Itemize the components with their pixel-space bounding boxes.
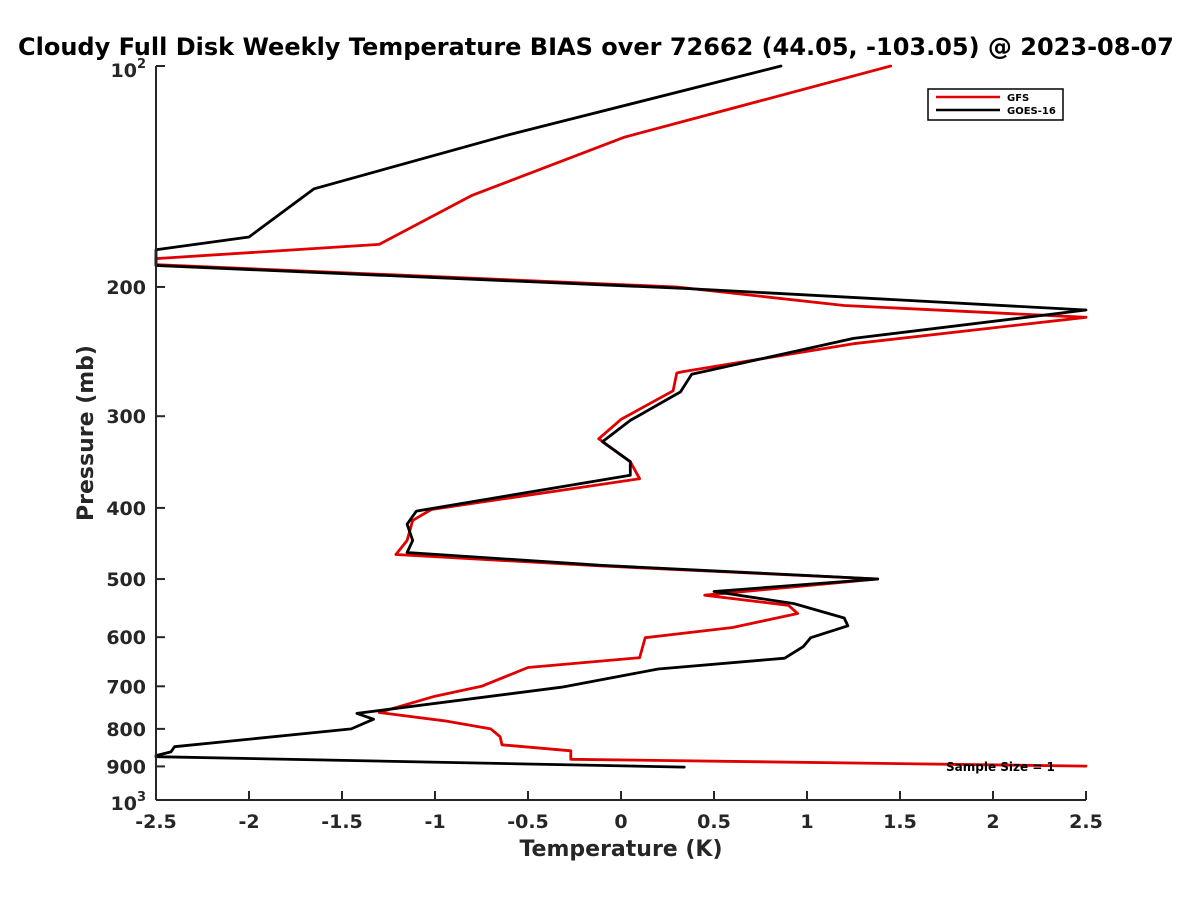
y-tick-top-exp: 2 <box>137 57 146 72</box>
y-tick-top-base: 10 <box>111 60 137 82</box>
y-tick-label: 500 <box>106 569 146 591</box>
x-tick-label: 0.5 <box>697 811 731 833</box>
y-tick-label: 300 <box>106 406 146 428</box>
y-tick-label: 400 <box>106 498 146 520</box>
y-tick-label: 700 <box>106 676 146 698</box>
x-tick-label: -1.5 <box>321 811 363 833</box>
y-axis-label: Pressure (mb) <box>74 345 99 521</box>
x-axis-ticks: -2.5 -2 -1.5 -1 -0.5 0 0.5 1 1.5 2 2.5 <box>135 791 1103 833</box>
x-tick-label: 0 <box>614 811 627 833</box>
y-tick-label: 600 <box>106 627 146 649</box>
x-tick-label: 2 <box>986 811 999 833</box>
legend-box <box>927 88 1064 121</box>
x-tick-label: -1 <box>424 811 445 833</box>
x-tick-label: -2 <box>238 811 259 833</box>
y-tick-label-bottom: 103 <box>111 790 147 815</box>
y-axis-ticks: 200 300 400 500 600 700 800 900 <box>106 65 165 801</box>
series-line-goes-16 <box>154 64 1088 769</box>
legend-label-goes16: GOES-16 <box>1007 106 1056 117</box>
y-tick-label: 900 <box>106 756 146 778</box>
x-tick-label: 2.5 <box>1069 811 1103 833</box>
x-tick-label: -2.5 <box>135 811 177 833</box>
sample-size-annotation: Sample Size = 1 <box>946 760 1055 774</box>
x-tick-label: -0.5 <box>507 811 549 833</box>
y-tick-bottom-base: 10 <box>111 793 137 815</box>
x-tick-label: 1 <box>800 811 813 833</box>
y-tick-label: 200 <box>106 277 146 299</box>
x-axis-label: Temperature (K) <box>519 837 722 862</box>
legend: GFS GOES-16 <box>927 88 1064 121</box>
x-tick-label: 1.5 <box>883 811 917 833</box>
y-tick-label: 800 <box>106 719 146 741</box>
plot-lines <box>154 64 1088 769</box>
y-tick-bottom-exp: 3 <box>137 790 146 805</box>
legend-label-gfs: GFS <box>1007 93 1029 104</box>
series-line-gfs <box>154 64 1088 768</box>
y-tick-label-top: 102 <box>111 57 147 82</box>
chart-title: Cloudy Full Disk Weekly Temperature BIAS… <box>18 33 1174 61</box>
